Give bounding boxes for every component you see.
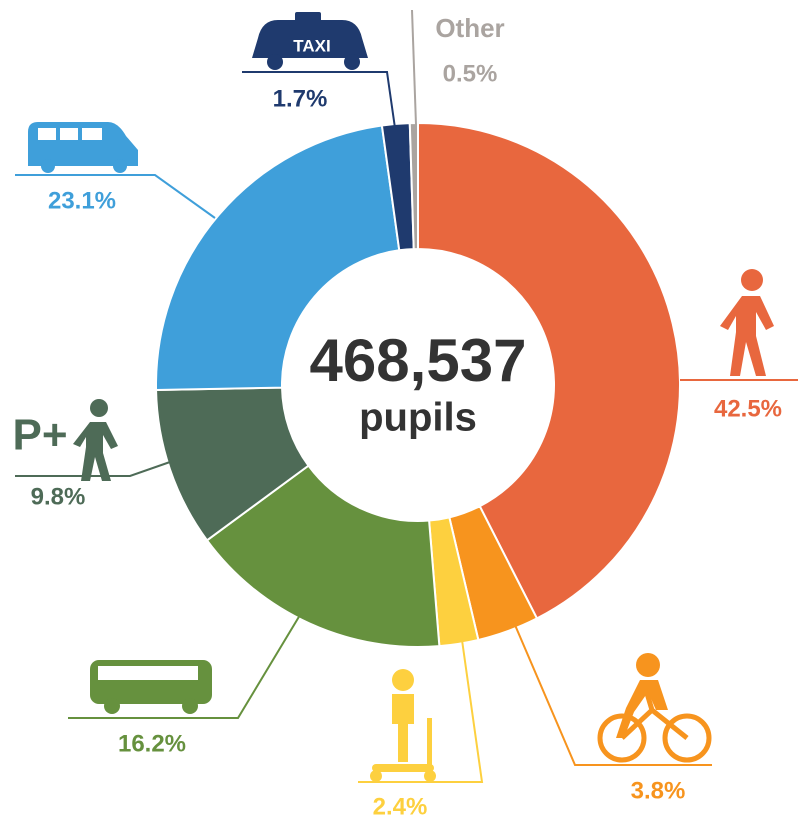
value-label: 0.5% bbox=[443, 60, 498, 87]
bus-icon bbox=[90, 660, 212, 714]
category-label: TAXI bbox=[293, 36, 330, 55]
center-label: pupils bbox=[359, 396, 477, 440]
donut-slice bbox=[205, 464, 441, 648]
car-icon bbox=[28, 122, 138, 173]
category-label: P+ bbox=[12, 411, 67, 460]
leader-line bbox=[358, 639, 484, 783]
park-walk-icon bbox=[73, 399, 118, 481]
leader-line bbox=[514, 624, 712, 766]
leader-line bbox=[15, 174, 216, 219]
bike-icon bbox=[597, 653, 712, 763]
value-label: 9.8% bbox=[31, 483, 86, 510]
donut-slice bbox=[155, 124, 401, 391]
scooter-icon bbox=[370, 669, 436, 782]
leader-line bbox=[68, 614, 301, 719]
value-label: 42.5% bbox=[714, 395, 782, 422]
donut-slice bbox=[408, 121, 419, 251]
donut-slice bbox=[417, 121, 681, 620]
leader-line bbox=[242, 71, 396, 129]
center-value: 468,537 bbox=[310, 327, 527, 394]
leader-line bbox=[15, 461, 171, 477]
value-label: 23.1% bbox=[48, 187, 116, 214]
value-label: 1.7% bbox=[273, 85, 328, 112]
value-label: 3.8% bbox=[631, 777, 686, 804]
leader-line bbox=[411, 9, 417, 126]
icons bbox=[28, 12, 774, 782]
walk-icon bbox=[720, 269, 774, 376]
taxi-icon bbox=[252, 12, 368, 70]
value-label: 16.2% bbox=[118, 730, 186, 757]
value-label: 2.4% bbox=[373, 793, 428, 820]
category-label: Other bbox=[435, 13, 504, 43]
